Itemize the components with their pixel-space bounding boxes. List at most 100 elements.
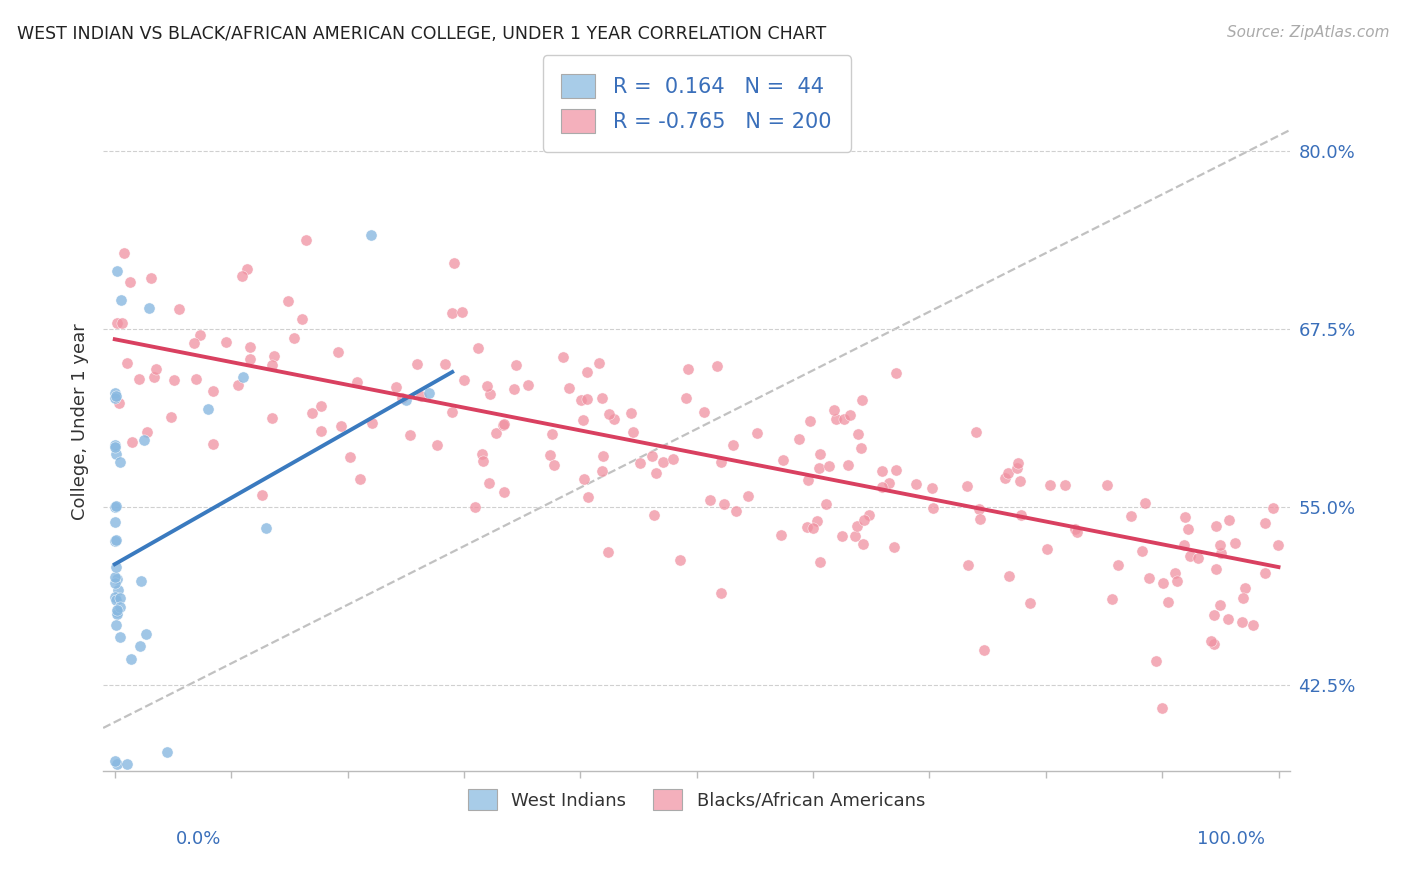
Point xyxy=(163,373,186,387)
Point xyxy=(628,456,651,470)
Point xyxy=(845,519,868,533)
Point xyxy=(1223,536,1246,550)
Point xyxy=(135,626,157,640)
Point xyxy=(197,402,219,417)
Point xyxy=(202,437,225,451)
Point xyxy=(115,356,138,370)
Point xyxy=(132,433,155,447)
Point xyxy=(806,514,828,528)
Point xyxy=(277,293,299,308)
Point xyxy=(737,489,759,503)
Point xyxy=(232,370,254,384)
Point xyxy=(262,410,284,425)
Point xyxy=(108,454,131,468)
Point xyxy=(517,378,540,392)
Point xyxy=(997,569,1019,583)
Point xyxy=(485,425,508,440)
Point xyxy=(592,449,614,463)
Point xyxy=(105,756,128,771)
Point xyxy=(107,396,129,410)
Point xyxy=(104,388,127,402)
Point xyxy=(471,447,494,461)
Point xyxy=(645,467,668,481)
Point xyxy=(104,533,127,548)
Point xyxy=(121,435,143,450)
Point xyxy=(905,477,928,491)
Point xyxy=(201,384,224,398)
Point xyxy=(1157,595,1180,609)
Point xyxy=(1164,566,1187,580)
Point xyxy=(870,464,893,478)
Point xyxy=(551,350,574,364)
Y-axis label: College, Under 1 year: College, Under 1 year xyxy=(72,324,89,520)
Point xyxy=(360,227,382,242)
Point xyxy=(641,449,664,463)
Point xyxy=(120,652,142,666)
Point xyxy=(346,376,368,390)
Point xyxy=(839,408,862,422)
Point xyxy=(831,529,853,543)
Point xyxy=(104,391,127,405)
Point xyxy=(105,593,128,607)
Point xyxy=(231,269,253,284)
Point xyxy=(967,502,990,516)
Point xyxy=(844,529,866,543)
Point xyxy=(591,391,613,405)
Point xyxy=(188,328,211,343)
Point xyxy=(1218,513,1240,527)
Point xyxy=(1019,596,1042,610)
Point xyxy=(747,425,769,440)
Point xyxy=(295,233,318,247)
Text: WEST INDIAN VS BLACK/AFRICAN AMERICAN COLLEGE, UNDER 1 YEAR CORRELATION CHART: WEST INDIAN VS BLACK/AFRICAN AMERICAN CO… xyxy=(17,25,827,43)
Text: 0.0%: 0.0% xyxy=(176,830,221,847)
Point xyxy=(787,432,810,446)
Point xyxy=(814,497,837,511)
Point xyxy=(112,245,135,260)
Point xyxy=(104,618,127,632)
Point xyxy=(472,454,495,468)
Point xyxy=(621,425,644,439)
Point xyxy=(973,643,995,657)
Point xyxy=(311,399,333,413)
Point xyxy=(226,378,249,392)
Point xyxy=(846,427,869,442)
Legend: West Indians, Blacks/African Americans: West Indians, Blacks/African Americans xyxy=(454,775,939,824)
Point xyxy=(1187,550,1209,565)
Point xyxy=(492,417,515,432)
Point xyxy=(1107,558,1129,572)
Point xyxy=(858,508,880,523)
Point xyxy=(675,392,697,406)
Point xyxy=(538,448,561,462)
Point xyxy=(326,344,349,359)
Point xyxy=(475,379,498,393)
Point xyxy=(105,560,128,574)
Point xyxy=(250,488,273,502)
Point xyxy=(105,572,128,586)
Point xyxy=(478,475,501,490)
Point xyxy=(724,504,747,518)
Point xyxy=(349,472,371,486)
Point xyxy=(239,340,262,354)
Point xyxy=(558,381,581,395)
Point xyxy=(136,425,159,439)
Point xyxy=(769,527,792,541)
Point xyxy=(969,511,991,525)
Point xyxy=(301,406,323,420)
Point xyxy=(110,293,132,307)
Point xyxy=(104,534,127,549)
Point xyxy=(418,386,440,401)
Point xyxy=(808,555,831,569)
Point xyxy=(184,372,207,386)
Point xyxy=(1166,574,1188,589)
Point xyxy=(1130,543,1153,558)
Point xyxy=(807,461,830,475)
Point xyxy=(108,600,131,615)
Point xyxy=(713,497,735,511)
Point xyxy=(330,419,353,434)
Point xyxy=(360,416,382,430)
Point xyxy=(128,372,150,386)
Point xyxy=(138,301,160,315)
Point xyxy=(676,362,699,376)
Point xyxy=(145,361,167,376)
Text: 100.0%: 100.0% xyxy=(1198,830,1265,847)
